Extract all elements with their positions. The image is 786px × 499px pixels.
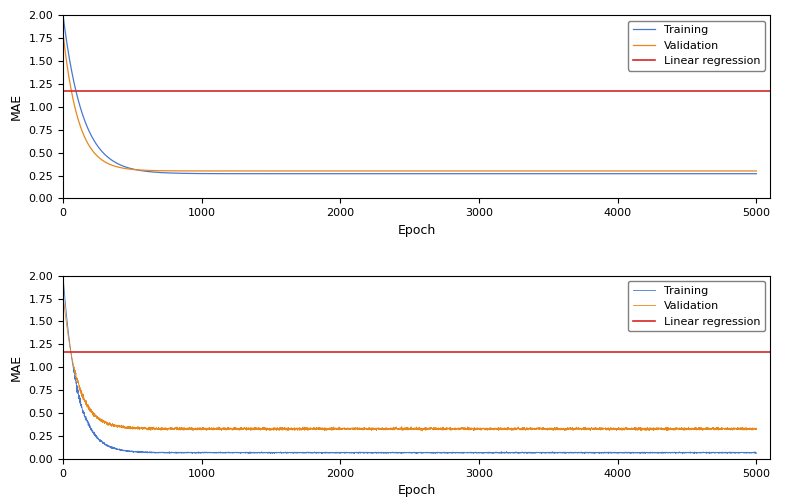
Training (184, 171, 193, 177)
Validation (576, 426, 586, 432)
Linear regression (58, 349, 68, 355)
Validation (575, 168, 585, 174)
Training (590, 451, 599, 457)
Linear regression (58, 88, 68, 94)
Line: Training: Training (63, 275, 756, 454)
Y-axis label: MAE: MAE (10, 93, 23, 120)
Training (751, 450, 761, 456)
Validation (474, 425, 483, 431)
Validation (418, 428, 428, 434)
Validation (509, 426, 519, 432)
Validation (509, 168, 519, 174)
Training (474, 171, 483, 177)
Validation (629, 426, 638, 432)
Training (509, 450, 519, 456)
Line: Validation: Validation (63, 294, 756, 431)
Training (58, 12, 68, 18)
Validation (474, 168, 483, 174)
Validation (58, 30, 68, 36)
Training (474, 450, 483, 456)
Validation (652, 168, 662, 174)
Training (575, 171, 585, 177)
Validation (751, 168, 761, 174)
Validation (751, 425, 761, 431)
Training (628, 171, 637, 177)
Training (629, 449, 638, 455)
X-axis label: Epoch: Epoch (398, 224, 435, 237)
Validation (184, 168, 193, 174)
Validation (58, 291, 68, 297)
Legend: Training, Validation, Linear regression: Training, Validation, Linear regression (628, 20, 765, 70)
Y-axis label: MAE: MAE (10, 354, 23, 381)
X-axis label: Epoch: Epoch (398, 485, 435, 498)
Validation (323, 168, 332, 174)
Training (751, 171, 760, 177)
Training (323, 171, 332, 177)
Linear regression (58, 349, 68, 355)
Training (751, 171, 761, 177)
Training (323, 450, 332, 456)
Training (184, 449, 193, 455)
Validation (628, 168, 637, 174)
Legend: Training, Validation, Linear regression: Training, Validation, Linear regression (628, 281, 765, 331)
Training (575, 450, 585, 456)
Linear regression (58, 88, 68, 94)
Training (509, 171, 519, 177)
Validation (323, 426, 332, 432)
Line: Training: Training (63, 15, 756, 174)
Training (58, 272, 68, 278)
Line: Validation: Validation (63, 33, 756, 171)
Validation (184, 426, 193, 432)
